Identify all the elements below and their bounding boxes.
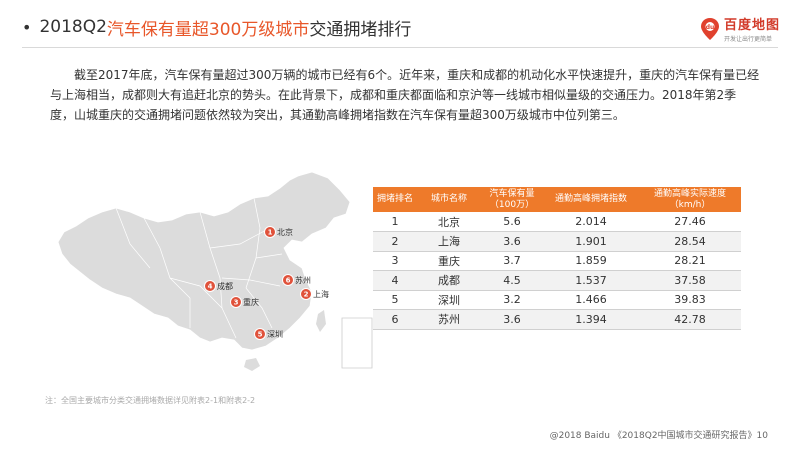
table-row: 3 重庆 3.7 1.859 28.21 xyxy=(373,251,741,271)
table-row: 1 北京 5.6 2.014 27.46 xyxy=(373,212,741,232)
cell-city: 成都 xyxy=(417,270,481,291)
map-pins: 1 北京 2 上海 3 重庆 4 成都 5 深圳 6 苏州 xyxy=(204,226,329,340)
baidu-map-pin-icon: du xyxy=(700,17,719,40)
cell-rank: 2 xyxy=(373,231,417,252)
baidu-map-logo: du 百度地图 开发让出行更简单 xyxy=(700,14,780,43)
title-highlight: 汽车保有量超300万级城市 xyxy=(106,19,310,40)
city-pin: 5 深圳 xyxy=(254,328,283,340)
cell-city: 上海 xyxy=(417,231,481,252)
cell-peak-index: 1.394 xyxy=(543,309,639,330)
taiwan-island xyxy=(316,310,326,332)
title-bullet: • xyxy=(22,17,32,37)
cell-rank: 6 xyxy=(373,309,417,330)
table-row: 5 深圳 3.2 1.466 39.83 xyxy=(373,290,741,310)
cell-peak-speed: 28.21 xyxy=(639,251,741,271)
city-pin-label: 上海 xyxy=(313,289,329,299)
city-pin-marker xyxy=(300,288,312,300)
cell-peak-speed: 37.58 xyxy=(639,270,741,291)
cell-city: 北京 xyxy=(417,212,481,232)
city-pin: 6 苏州 xyxy=(282,274,311,286)
table-header-row: 拥堵排名 城市名称 汽车保有量（100万） 通勤高峰拥堵指数 通勤高峰实际速度（… xyxy=(373,187,741,212)
logo-title: 百度地图 xyxy=(723,18,780,33)
city-pin-number: 6 xyxy=(286,277,291,285)
title-prefix: 2018Q2 xyxy=(39,17,107,37)
city-pin-label: 深圳 xyxy=(267,329,283,339)
cell-peak-speed: 39.83 xyxy=(639,290,741,310)
cell-car-ownership: 3.6 xyxy=(481,309,543,330)
cell-peak-speed: 42.78 xyxy=(639,309,741,330)
svg-text:du: du xyxy=(706,24,715,31)
china-map: 1 北京 2 上海 3 重庆 4 成都 5 深圳 6 苏州 xyxy=(57,171,373,371)
cell-rank: 5 xyxy=(373,290,417,310)
source-citation: @2018 Baidu 《2018Q2中国城市交通研究报告》10 xyxy=(549,431,768,441)
city-pin-marker xyxy=(254,328,266,340)
table-row: 2 上海 3.6 1.901 28.54 xyxy=(373,231,741,252)
cell-rank: 4 xyxy=(373,270,417,291)
city-pin: 2 上海 xyxy=(300,288,329,300)
cell-city: 苏州 xyxy=(417,309,481,330)
header-rank: 拥堵排名 xyxy=(373,187,417,212)
header-car-ownership: 汽车保有量（100万） xyxy=(481,187,543,212)
cell-peak-index: 1.537 xyxy=(543,270,639,291)
south-sea-inset xyxy=(341,317,373,369)
header-peak-speed: 通勤高峰实际速度（km/h） xyxy=(639,187,741,212)
city-pin-number: 5 xyxy=(258,331,263,339)
city-pin-marker xyxy=(264,226,276,238)
congestion-ranking-table: 拥堵排名 城市名称 汽车保有量（100万） 通勤高峰拥堵指数 通勤高峰实际速度（… xyxy=(373,187,741,330)
city-pin-number: 1 xyxy=(268,229,273,237)
cell-car-ownership: 4.5 xyxy=(481,270,543,291)
cell-peak-speed: 27.46 xyxy=(639,212,741,232)
cell-car-ownership: 3.2 xyxy=(481,290,543,310)
china-map-shape xyxy=(57,171,351,351)
title-bar: • 2018Q2 汽车保有量超300万级城市 交通拥堵排行 xyxy=(22,12,411,42)
province-borders xyxy=(115,197,283,339)
city-pin: 4 成都 xyxy=(204,280,233,292)
city-pin-number: 2 xyxy=(304,291,309,299)
city-pin-label: 苏州 xyxy=(295,275,311,285)
table-row: 4 成都 4.5 1.537 37.58 xyxy=(373,270,741,291)
cell-peak-index: 1.859 xyxy=(543,251,639,271)
cell-peak-speed: 28.54 xyxy=(639,231,741,252)
cell-city: 重庆 xyxy=(417,251,481,271)
header-divider xyxy=(22,47,778,48)
intro-paragraph: 截至2017年底，汽车保有量超过300万辆的城市已经有6个。近年来，重庆和成都的… xyxy=(50,68,760,122)
cell-city: 深圳 xyxy=(417,290,481,310)
city-pin: 3 重庆 xyxy=(230,296,259,308)
logo-subtitle: 开发让出行更简单 xyxy=(723,36,772,43)
city-pin-label: 北京 xyxy=(277,227,293,237)
cell-peak-index: 2.014 xyxy=(543,212,639,232)
city-pin-number: 3 xyxy=(234,299,239,307)
city-pin-marker xyxy=(282,274,294,286)
cell-car-ownership: 3.7 xyxy=(481,251,543,271)
city-pin: 1 北京 xyxy=(264,226,293,238)
header-peak-index: 通勤高峰拥堵指数 xyxy=(543,187,639,212)
cell-car-ownership: 3.6 xyxy=(481,231,543,252)
city-pin-number: 4 xyxy=(208,283,213,291)
footnote: 注：全国主要城市分类交通拥堵数据详见附表2-1和附表2-2 xyxy=(45,396,256,405)
city-pin-label: 成都 xyxy=(217,281,233,291)
city-pin-label: 重庆 xyxy=(243,297,259,307)
cell-car-ownership: 5.6 xyxy=(481,212,543,232)
title-suffix: 交通拥堵排行 xyxy=(309,19,412,40)
table-row: 6 苏州 3.6 1.394 42.78 xyxy=(373,309,741,330)
cell-rank: 1 xyxy=(373,212,417,232)
cell-peak-index: 1.901 xyxy=(543,231,639,252)
hainan-island xyxy=(244,358,260,371)
city-pin-marker xyxy=(204,280,216,292)
header-city: 城市名称 xyxy=(417,187,481,212)
cell-rank: 3 xyxy=(373,251,417,271)
city-pin-marker xyxy=(230,296,242,308)
cell-peak-index: 1.466 xyxy=(543,290,639,310)
